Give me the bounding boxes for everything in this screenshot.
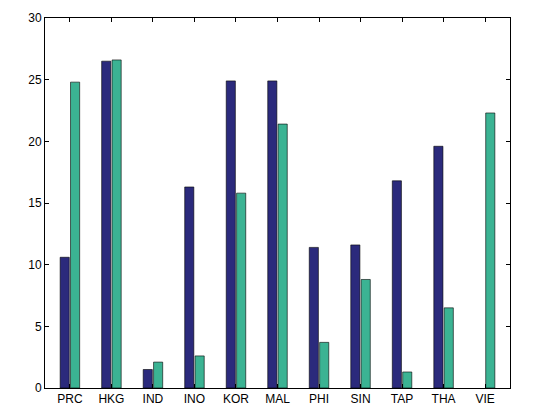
svg-text:PHI: PHI [309, 392, 329, 406]
svg-text:INO: INO [184, 392, 205, 406]
svg-text:5: 5 [35, 320, 42, 334]
svg-text:KOR: KOR [223, 392, 249, 406]
svg-text:IND: IND [143, 392, 164, 406]
svg-text:0: 0 [35, 381, 42, 395]
svg-text:30: 30 [28, 11, 42, 25]
svg-text:PRC: PRC [57, 392, 83, 406]
svg-text:MAL: MAL [265, 392, 290, 406]
svg-text:10: 10 [28, 258, 42, 272]
svg-text:20: 20 [28, 135, 42, 149]
svg-text:15: 15 [28, 196, 42, 210]
svg-text:SIN: SIN [351, 392, 371, 406]
svg-text:VIE: VIE [475, 392, 494, 406]
svg-text:25: 25 [28, 73, 42, 87]
svg-text:THA: THA [432, 392, 456, 406]
svg-text:HKG: HKG [98, 392, 124, 406]
svg-text:TAP: TAP [391, 392, 413, 406]
